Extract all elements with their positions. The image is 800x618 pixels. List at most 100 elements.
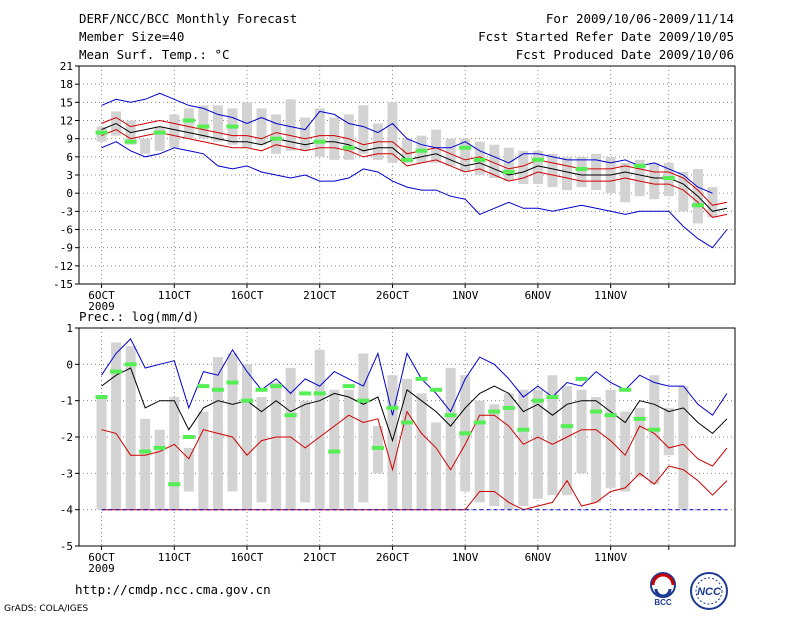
ensemble-box: [154, 429, 165, 510]
ensemble-box: [358, 353, 369, 503]
ensemble-box: [343, 389, 354, 510]
series-upper-inner: [101, 116, 728, 206]
observed-marker: [473, 420, 486, 425]
ensemble-box: [518, 150, 529, 185]
observed-marker: [342, 384, 355, 389]
series-lower-outer: [101, 141, 728, 249]
ensemble-box: [402, 138, 412, 163]
ensemble-box: [96, 397, 107, 510]
observed-marker: [371, 445, 384, 450]
observed-marker: [401, 157, 413, 162]
ensemble-box: [300, 117, 311, 151]
chart-panel-1: -15 -12 -9 -6 -3 0 3 6 9 12 15 18 21 6OCT 11OCT 16OCT 21…: [53, 60, 736, 313]
ensemble-box: [460, 138, 471, 172]
observed-marker: [561, 424, 573, 429]
ensemble-box: [445, 367, 456, 510]
ensemble-box: [416, 393, 427, 510]
x-tick-label: 6NOV: [525, 289, 552, 302]
ensemble-box: [212, 105, 223, 142]
observed-marker: [662, 176, 675, 181]
ensemble-box: [358, 105, 369, 154]
x-tick-label: 16OCT: [230, 551, 263, 564]
observed-marker: [386, 405, 399, 410]
x-year-label: 2009: [88, 300, 115, 313]
ensemble-box: [198, 105, 209, 139]
y-tick-label: 0: [66, 358, 73, 371]
bcc-logo: BCC: [650, 572, 676, 607]
ensemble-box: [532, 389, 543, 499]
ensemble-box: [547, 375, 558, 496]
observed-marker: [633, 416, 646, 421]
forecast-produced-date: Fcst Produced Date 2009/10/06: [515, 47, 734, 62]
x-tick-label: 1NOV: [452, 289, 479, 302]
ensemble-box: [227, 353, 238, 492]
x-tick-label: 26OCT: [376, 551, 409, 564]
ncc-logo-text: NCC: [697, 586, 722, 598]
ensemble-box: [242, 102, 252, 148]
observed-marker: [197, 124, 210, 129]
x-tick-label: 16OCT: [230, 289, 263, 302]
ensemble-box: [474, 400, 485, 503]
observed-marker: [604, 413, 617, 418]
y-tick-label: 6: [66, 151, 73, 164]
y-tick-label: -2: [60, 431, 73, 444]
observed-marker: [502, 405, 515, 410]
y-tick-label: -4: [60, 504, 74, 517]
x-tick-label: 11OCT: [158, 289, 191, 302]
ensemble-box: [271, 382, 282, 510]
y-tick-label: 9: [66, 133, 73, 146]
ensemble-box: [154, 126, 165, 151]
observed-marker: [590, 409, 603, 414]
y-tick-label: -9: [60, 242, 73, 255]
ensemble-box: [562, 386, 572, 496]
ensemble-box: [431, 129, 442, 163]
y-tick-label: -6: [60, 224, 73, 237]
ensemble-box: [387, 375, 398, 510]
member-size-label: Member Size=40: [79, 29, 185, 44]
observed-marker: [691, 203, 704, 208]
observed-marker: [211, 387, 224, 392]
observed-marker: [357, 398, 370, 403]
observed-marker: [182, 118, 195, 123]
x-tick-label: 6OCT: [88, 551, 115, 564]
ensemble-box: [591, 153, 602, 191]
observed-marker: [153, 445, 166, 450]
ensemble-box: [663, 407, 674, 456]
observed-marker: [531, 398, 544, 403]
observed-marker: [95, 395, 108, 400]
observed-marker: [95, 130, 108, 135]
forecast-start-date: Fcst Started Refer Date 2009/10/05: [478, 29, 734, 44]
ensemble-box: [518, 389, 529, 507]
observed-marker: [226, 124, 239, 129]
y-tick-label: -1: [60, 395, 73, 408]
observed-marker: [270, 384, 283, 389]
observed-marker: [430, 387, 443, 392]
y-tick-label: 15: [60, 96, 73, 109]
observed-marker: [502, 169, 515, 174]
observed-marker: [459, 431, 472, 436]
x-tick-label: 6OCT: [88, 289, 115, 302]
ensemble-box: [256, 108, 267, 145]
ensemble-box: [547, 153, 558, 188]
observed-marker: [110, 369, 123, 374]
ensemble-box: [678, 386, 689, 510]
ensemble-box: [503, 147, 514, 182]
series-lower-inner: [101, 465, 728, 511]
ensemble-box: [285, 367, 296, 510]
ensemble-box: [387, 102, 398, 163]
ensemble-box: [256, 397, 267, 503]
observed-marker: [124, 139, 137, 144]
ensemble-box: [562, 156, 572, 191]
ensemble-box: [489, 144, 500, 179]
ensemble-box: [532, 150, 543, 185]
source-url[interactable]: http://cmdp.ncc.cma.gov.cn: [75, 582, 271, 597]
ensemble-box: [343, 114, 354, 160]
ensemble-box: [620, 411, 631, 492]
ensemble-box: [402, 378, 412, 510]
series-upper-outer: [101, 92, 713, 194]
observed-marker: [415, 148, 428, 153]
ensemble-box: [169, 114, 180, 148]
ncc-logo: NCC: [690, 572, 728, 610]
observed-marker: [459, 145, 472, 150]
